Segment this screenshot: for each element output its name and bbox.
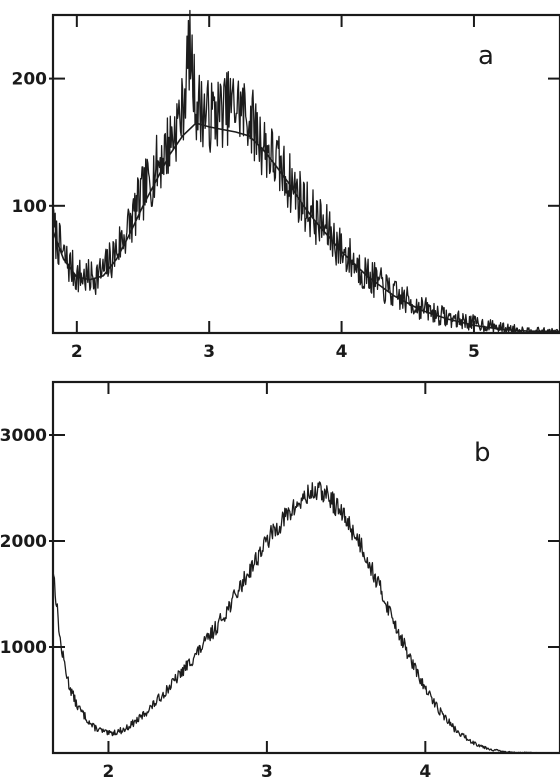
y-tick-label: 3000 bbox=[0, 426, 47, 446]
series-noisy-line bbox=[52, 481, 560, 754]
plot-frame bbox=[51, 13, 560, 335]
x-tick-label: 4 bbox=[336, 342, 348, 362]
y-tick-label: 2000 bbox=[0, 532, 47, 552]
x-tick-label: 2 bbox=[71, 342, 83, 362]
y-tick-label: 200 bbox=[12, 70, 48, 90]
series-smooth-line bbox=[52, 122, 560, 333]
y-tick-label: 1000 bbox=[0, 638, 47, 658]
y-tick-label: 100 bbox=[12, 197, 48, 217]
panel-a: 2 3 4 5 100 200 a bbox=[12, 9, 560, 362]
plot-frame bbox=[51, 380, 560, 755]
panel-label: b bbox=[474, 438, 491, 468]
series-noisy-line bbox=[52, 9, 560, 334]
x-tick-label: 2 bbox=[103, 762, 115, 781]
x-tick-label: 5 bbox=[468, 342, 480, 362]
x-tick-label: 3 bbox=[261, 762, 273, 781]
panel-b: 2 3 4 1000 2000 3000 b bbox=[0, 380, 560, 781]
x-tick-label: 4 bbox=[419, 762, 431, 781]
x-tick-label: 3 bbox=[203, 342, 215, 362]
panel-label: a bbox=[478, 41, 494, 71]
